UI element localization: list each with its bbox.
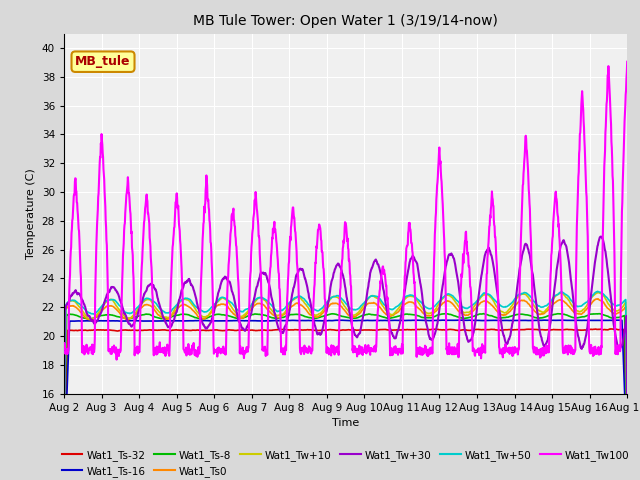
Wat1_Ts-32 bbox=[623, 459, 631, 465]
Wat1_Tw+30 bbox=[104, 290, 111, 296]
Wat1_Ts-32 bbox=[311, 327, 319, 333]
Wat1_Ts-8 bbox=[60, 456, 68, 462]
Wat1_Tw+10 bbox=[594, 290, 602, 296]
Wat1_Ts0 bbox=[381, 310, 388, 316]
Wat1_Ts-32 bbox=[104, 327, 111, 333]
Line: Wat1_Ts-8: Wat1_Ts-8 bbox=[64, 313, 627, 459]
Wat1_Tw100 bbox=[300, 348, 307, 353]
Wat1_Tw+50 bbox=[623, 426, 631, 432]
Wat1_Ts0 bbox=[594, 296, 602, 301]
Line: Wat1_Tw+30: Wat1_Tw+30 bbox=[64, 237, 627, 437]
Line: Wat1_Tw100: Wat1_Tw100 bbox=[64, 62, 627, 360]
Wat1_Tw100 bbox=[60, 346, 68, 352]
Wat1_Ts0 bbox=[104, 303, 111, 309]
Wat1_Ts-8 bbox=[299, 313, 307, 319]
Wat1_Tw+50 bbox=[594, 288, 602, 294]
Wat1_Tw+50 bbox=[127, 311, 134, 316]
Wat1_Ts-16 bbox=[311, 318, 319, 324]
Wat1_Ts-32 bbox=[321, 327, 328, 333]
Wat1_Ts-32 bbox=[299, 327, 307, 333]
Wat1_Ts-32 bbox=[607, 326, 614, 332]
Wat1_Tw100 bbox=[381, 271, 388, 277]
Line: Wat1_Tw+50: Wat1_Tw+50 bbox=[64, 291, 627, 465]
Wat1_Tw+10 bbox=[311, 312, 319, 318]
Wat1_Tw+10 bbox=[381, 306, 388, 312]
Wat1_Ts0 bbox=[623, 430, 631, 435]
Wat1_Ts-16 bbox=[623, 459, 631, 465]
Wat1_Tw+30 bbox=[321, 316, 328, 322]
Wat1_Ts-8 bbox=[623, 456, 631, 462]
Wat1_Ts-32 bbox=[127, 327, 134, 333]
Wat1_Tw+50 bbox=[321, 302, 328, 308]
Title: MB Tule Tower: Open Water 1 (3/19/14-now): MB Tule Tower: Open Water 1 (3/19/14-now… bbox=[193, 14, 498, 28]
Wat1_Ts-16 bbox=[299, 318, 307, 324]
Wat1_Tw+50 bbox=[381, 302, 388, 308]
Wat1_Ts0 bbox=[299, 304, 307, 310]
Wat1_Tw+30 bbox=[311, 322, 319, 328]
Wat1_Ts-8 bbox=[104, 312, 111, 318]
Wat1_Tw+10 bbox=[60, 463, 68, 469]
Wat1_Tw100 bbox=[321, 297, 329, 302]
Wat1_Tw+30 bbox=[623, 433, 631, 439]
Wat1_Tw+10 bbox=[104, 298, 111, 303]
Wat1_Tw100 bbox=[311, 269, 319, 275]
Wat1_Ts0 bbox=[321, 307, 328, 313]
Wat1_Ts0 bbox=[311, 314, 319, 320]
Wat1_Ts-16 bbox=[104, 318, 111, 324]
Wat1_Tw+30 bbox=[299, 267, 307, 273]
Text: MB_tule: MB_tule bbox=[76, 55, 131, 68]
Wat1_Tw100 bbox=[127, 221, 134, 227]
Wat1_Tw+50 bbox=[104, 298, 111, 303]
Line: Wat1_Tw+10: Wat1_Tw+10 bbox=[64, 293, 627, 466]
Wat1_Tw+10 bbox=[127, 315, 134, 321]
Wat1_Ts-8 bbox=[480, 311, 488, 316]
X-axis label: Time: Time bbox=[332, 418, 359, 428]
Wat1_Tw+30 bbox=[381, 293, 388, 299]
Wat1_Ts-8 bbox=[127, 315, 134, 321]
Wat1_Ts-16 bbox=[614, 317, 621, 323]
Y-axis label: Temperature (C): Temperature (C) bbox=[26, 168, 36, 259]
Wat1_Tw100 bbox=[623, 59, 631, 65]
Wat1_Tw100 bbox=[113, 357, 120, 362]
Wat1_Ts0 bbox=[60, 464, 68, 470]
Wat1_Tw+10 bbox=[623, 427, 631, 433]
Wat1_Ts-8 bbox=[381, 314, 388, 320]
Line: Wat1_Ts-16: Wat1_Ts-16 bbox=[64, 320, 627, 473]
Wat1_Ts-16 bbox=[127, 318, 134, 324]
Wat1_Tw+50 bbox=[60, 462, 68, 468]
Wat1_Ts-16 bbox=[321, 318, 328, 324]
Wat1_Tw+30 bbox=[127, 323, 134, 328]
Wat1_Tw100 bbox=[104, 275, 111, 280]
Legend: Wat1_Ts-32, Wat1_Ts-16, Wat1_Ts-8, Wat1_Ts0, Wat1_Tw+10, Wat1_Tw+30, Wat1_Tw+50,: Wat1_Ts-32, Wat1_Ts-16, Wat1_Ts-8, Wat1_… bbox=[58, 445, 634, 480]
Wat1_Tw+30 bbox=[60, 434, 68, 440]
Wat1_Tw+50 bbox=[299, 295, 307, 301]
Wat1_Tw+10 bbox=[299, 298, 307, 304]
Wat1_Ts-32 bbox=[381, 326, 388, 332]
Line: Wat1_Ts-32: Wat1_Ts-32 bbox=[64, 329, 627, 477]
Wat1_Ts-16 bbox=[60, 470, 68, 476]
Wat1_Ts0 bbox=[127, 315, 134, 321]
Line: Wat1_Ts0: Wat1_Ts0 bbox=[64, 299, 627, 467]
Wat1_Tw+30 bbox=[596, 234, 604, 240]
Wat1_Tw+50 bbox=[311, 307, 319, 312]
Wat1_Tw+10 bbox=[321, 304, 328, 310]
Wat1_Ts-16 bbox=[381, 317, 388, 323]
Wat1_Ts-8 bbox=[321, 313, 328, 319]
Wat1_Ts-32 bbox=[60, 474, 68, 480]
Wat1_Ts-8 bbox=[311, 315, 319, 321]
